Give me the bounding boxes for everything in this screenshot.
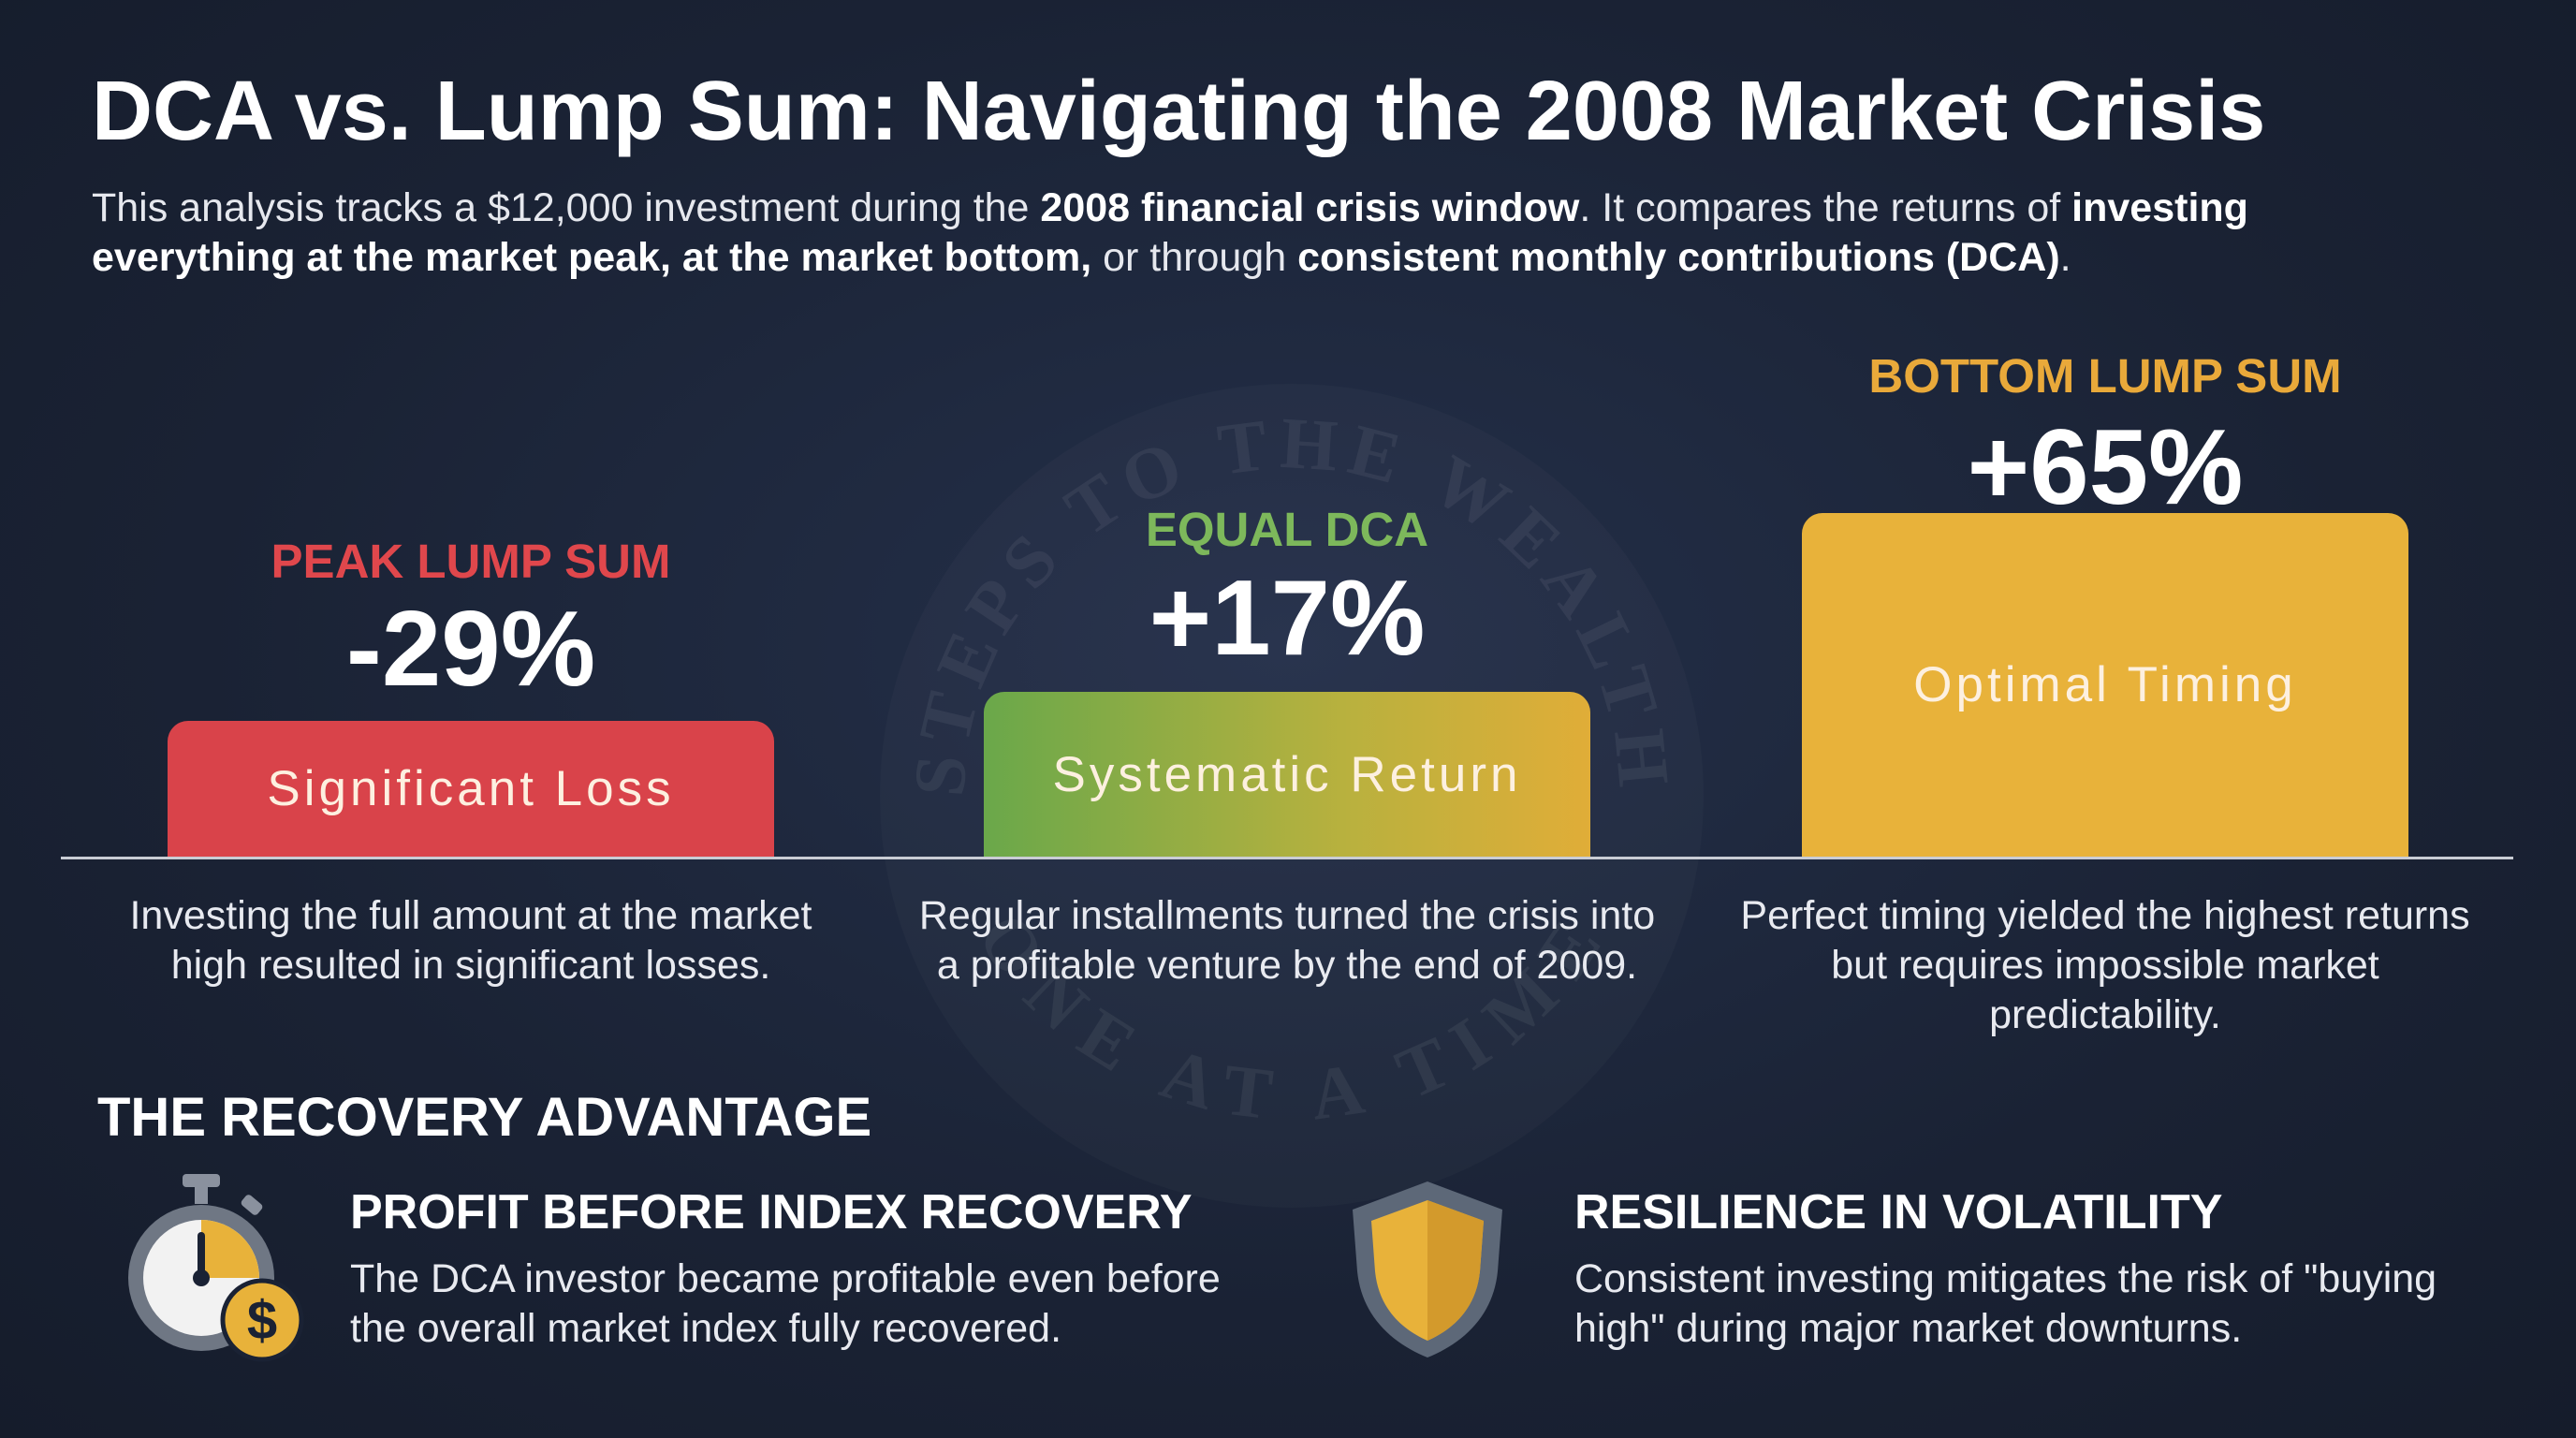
shield-icon (1353, 1181, 1502, 1357)
card-value: +17% (1149, 559, 1426, 678)
intro: This analysis tracks a $12,000 investmen… (92, 183, 2357, 283)
intro-segment: 2008 financial crisis window (1040, 185, 1580, 230)
svg-text:$: $ (247, 1290, 277, 1351)
feature-title: PROFIT BEFORE INDEX RECOVERY (350, 1185, 1193, 1240)
intro-segment: or through (1091, 235, 1298, 280)
card-caption: Perfect timing yielded the highest retur… (1740, 893, 2470, 1037)
stopwatch-icon: $ (128, 1174, 304, 1362)
intro-segment: investing everything at the market peak,… (92, 185, 2248, 280)
intro-segment: . It compares the returns of (1579, 185, 2072, 230)
card-value: +65% (1967, 408, 2244, 527)
card-label: PEAK LUMP SUM (271, 535, 671, 588)
card-value: -29% (345, 590, 596, 709)
card-bar: Significant Loss (168, 721, 774, 857)
card-caption: Investing the full amount at the market … (129, 893, 812, 988)
card-bar: Systematic Return (984, 692, 1590, 857)
intro-segment: consistent monthly contributions (DCA) (1297, 235, 2060, 280)
card-label: BOTTOM LUMP SUM (1868, 349, 2342, 403)
section-title: THE RECOVERY ADVANTAGE (97, 1087, 872, 1148)
baseline (61, 857, 2513, 859)
feature-text: The DCA investor became profitable even … (350, 1256, 1221, 1351)
feature-title: RESILIENCE IN VOLATILITY (1574, 1185, 2223, 1240)
title: DCA vs. Lump Sum: Navigating the 2008 Ma… (92, 65, 2266, 158)
feature-text: Consistent investing mitigates the risk … (1574, 1256, 2437, 1351)
intro-segment: This analysis tracks a $12,000 investmen… (92, 185, 1041, 230)
intro-segment: . (2059, 235, 2071, 280)
card-bar: Optimal Timing (1802, 513, 2408, 857)
card-label: EQUAL DCA (1145, 503, 1429, 556)
card-caption: Regular installments turned the crisis i… (918, 893, 1656, 988)
